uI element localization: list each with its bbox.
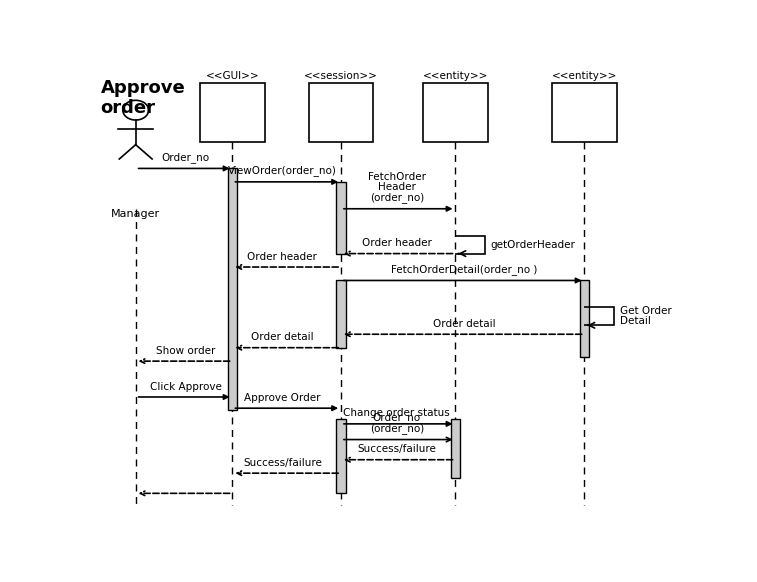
- FancyBboxPatch shape: [336, 420, 346, 494]
- Text: FetchOrderDetail(order_no ): FetchOrderDetail(order_no ): [391, 264, 537, 275]
- Text: Order header: Order header: [248, 251, 317, 262]
- Text: FetchOrder
Header
(order_no): FetchOrder Header (order_no): [368, 172, 425, 203]
- Text: Get Order
Detail: Get Order Detail: [620, 306, 671, 327]
- FancyBboxPatch shape: [309, 83, 373, 141]
- FancyBboxPatch shape: [553, 83, 617, 141]
- Text: Order detail: Order detail: [433, 319, 496, 329]
- Text: Approve Order: Approve Order: [244, 393, 321, 403]
- Text: ViewOrder(order_no): ViewOrder(order_no): [228, 166, 337, 176]
- Text: getOrderHeader: getOrderHeader: [491, 240, 575, 250]
- Text: <<entity>>: <<entity>>: [422, 71, 488, 81]
- Text: <<session>>: <<session>>: [304, 71, 378, 81]
- Text: Order detail: Order detail: [251, 332, 313, 342]
- Text: Click Approve: Click Approve: [150, 382, 222, 392]
- Text: Approve
order: Approve order: [101, 79, 185, 117]
- Text: <<GUI>>: <<GUI>>: [206, 71, 260, 81]
- Text: :orderhea
der: :orderhea der: [430, 88, 481, 109]
- Text: <<entity>>: <<entity>>: [552, 71, 617, 81]
- Text: :orderdeta
il: :orderdeta il: [557, 88, 612, 109]
- FancyBboxPatch shape: [200, 83, 265, 141]
- Text: Manager: Manager: [111, 209, 160, 219]
- Text: Show order: Show order: [156, 346, 215, 356]
- Text: Order_no
(order_no): Order_no (order_no): [369, 413, 424, 434]
- Text: Order_no: Order_no: [161, 152, 210, 163]
- Text: :User
facade: :User facade: [323, 88, 359, 109]
- FancyBboxPatch shape: [336, 281, 346, 347]
- FancyBboxPatch shape: [423, 83, 488, 141]
- Text: Change order status: Change order status: [344, 409, 450, 418]
- FancyBboxPatch shape: [580, 281, 589, 357]
- FancyBboxPatch shape: [450, 420, 460, 478]
- Text: Order header: Order header: [362, 238, 431, 248]
- Text: Success/failure: Success/failure: [243, 458, 322, 468]
- FancyBboxPatch shape: [336, 182, 346, 254]
- FancyBboxPatch shape: [228, 168, 237, 410]
- Text: ApproveO
rder page: ApproveO rder page: [207, 88, 258, 109]
- Text: Success/failure: Success/failure: [357, 444, 436, 455]
